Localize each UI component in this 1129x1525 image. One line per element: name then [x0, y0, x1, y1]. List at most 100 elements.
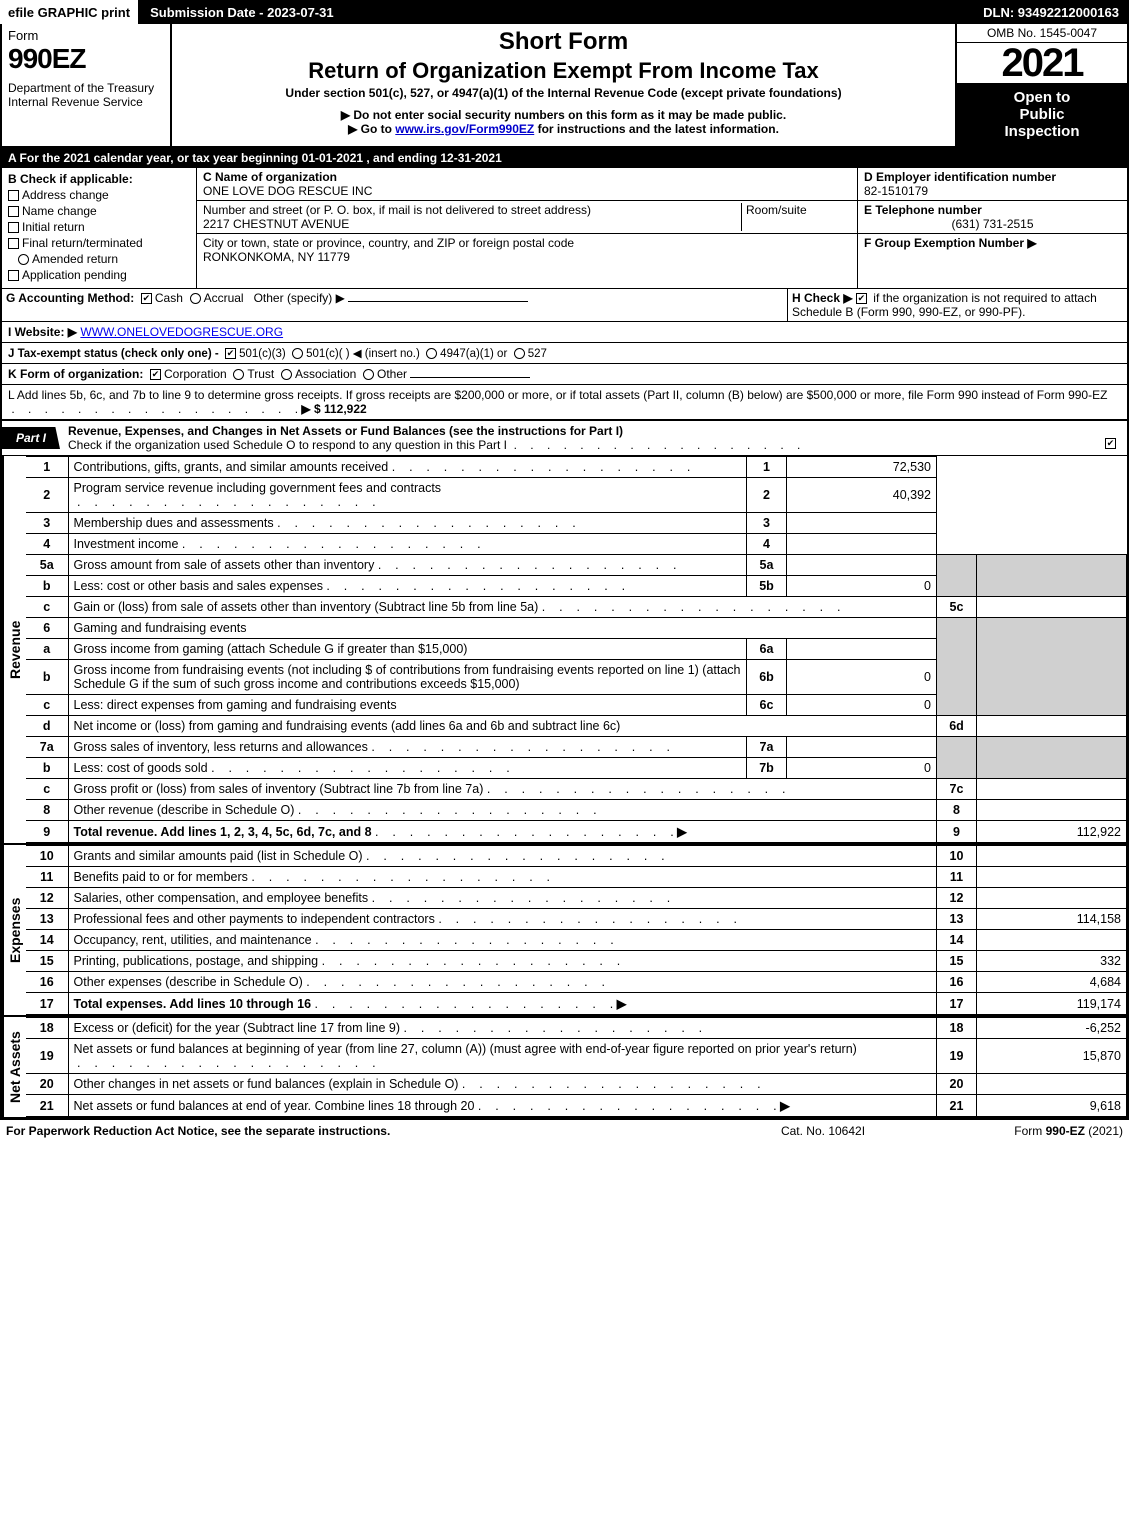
- department: Department of the Treasury Internal Reve…: [8, 81, 164, 109]
- form-header: Form 990EZ Department of the Treasury In…: [2, 24, 1127, 148]
- form-title: Return of Organization Exempt From Incom…: [182, 58, 945, 84]
- paperwork-notice: For Paperwork Reduction Act Notice, see …: [6, 1124, 723, 1138]
- line-3: 3Membership dues and assessments3: [26, 513, 1127, 534]
- line-13: 13Professional fees and other payments t…: [26, 909, 1127, 930]
- line-16: 16Other expenses (describe in Schedule O…: [26, 972, 1127, 993]
- ein-phone-block: D Employer identification number 82-1510…: [857, 168, 1127, 288]
- ein: 82-1510179: [864, 184, 928, 198]
- dln: DLN: 93492212000163: [973, 3, 1129, 22]
- net-assets-section: Net Assets 18Excess or (deficit) for the…: [2, 1015, 1127, 1117]
- line-15: 15Printing, publications, postage, and s…: [26, 951, 1127, 972]
- header-right: OMB No. 1545-0047 2021 Open to Public In…: [957, 24, 1127, 146]
- city-state-zip: RONKONKOMA, NY 11779: [203, 250, 350, 264]
- line-6d: dNet income or (loss) from gaming and fu…: [26, 716, 1127, 737]
- revenue-section: Revenue 1Contributions, gifts, grants, a…: [2, 456, 1127, 843]
- checkbox-name-change[interactable]: [8, 206, 19, 217]
- radio-527[interactable]: [514, 348, 525, 359]
- efile-print[interactable]: efile GRAPHIC print: [0, 0, 140, 24]
- line-11: 11Benefits paid to or for members11: [26, 867, 1127, 888]
- l-text: L Add lines 5b, 6c, and 7b to line 9 to …: [8, 388, 1107, 402]
- line-i: I Website: ▶ WWW.ONELOVEDOGRESCUE.ORG: [2, 322, 1127, 343]
- radio-amended-return[interactable]: [18, 254, 29, 265]
- checkbox-schedule-o-part1[interactable]: ✔: [1105, 438, 1116, 449]
- radio-501c[interactable]: [292, 348, 303, 359]
- net-assets-vlabel: Net Assets: [2, 1017, 26, 1117]
- line-5a: 5aGross amount from sale of assets other…: [26, 555, 1127, 576]
- website-link[interactable]: WWW.ONELOVEDOGRESCUE.ORG: [80, 325, 283, 339]
- checkbox-application-pending[interactable]: [8, 270, 19, 281]
- checkbox-schedule-b-not-required[interactable]: ✔: [856, 293, 867, 304]
- radio-accrual[interactable]: [190, 293, 201, 304]
- line-21: 21Net assets or fund balances at end of …: [26, 1095, 1127, 1117]
- checkbox-initial-return[interactable]: [8, 222, 19, 233]
- line-9: 9Total revenue. Add lines 1, 2, 3, 4, 5c…: [26, 821, 1127, 843]
- line-18: 18Excess or (deficit) for the year (Subt…: [26, 1018, 1127, 1039]
- radio-4947a1[interactable]: [426, 348, 437, 359]
- line-4: 4Investment income4: [26, 534, 1127, 555]
- e-label: E Telephone number: [864, 203, 982, 217]
- g-label: G Accounting Method:: [6, 291, 134, 305]
- revenue-table: 1Contributions, gifts, grants, and simil…: [26, 456, 1127, 843]
- checkbox-cash[interactable]: ✔: [141, 293, 152, 304]
- checkbox-501c3[interactable]: ✔: [225, 348, 236, 359]
- part-1-header: Part I Revenue, Expenses, and Changes in…: [2, 420, 1127, 456]
- b-label: B Check if applicable:: [8, 172, 190, 186]
- form-footer-id: Form 990-EZ (2021): [923, 1124, 1123, 1138]
- part-1-tab: Part I: [2, 427, 60, 449]
- line-a: A For the 2021 calendar year, or tax yea…: [2, 148, 1127, 168]
- d-label: D Employer identification number: [864, 170, 1056, 184]
- header-left: Form 990EZ Department of the Treasury In…: [2, 24, 172, 146]
- no-ssn-warning: ▶ Do not enter social security numbers o…: [182, 108, 945, 122]
- irs-link[interactable]: www.irs.gov/Form990EZ: [395, 122, 534, 136]
- short-form-label: Short Form: [182, 28, 945, 56]
- catalog-number: Cat. No. 10642I: [723, 1124, 923, 1138]
- line-j: J Tax-exempt status (check only one) - ✔…: [2, 343, 1127, 364]
- line-7c: cGross profit or (loss) from sales of in…: [26, 779, 1127, 800]
- c-label: C Name of organization: [203, 170, 337, 184]
- line-12: 12Salaries, other compensation, and empl…: [26, 888, 1127, 909]
- line-8: 8Other revenue (describe in Schedule O)8: [26, 800, 1127, 821]
- street-address: 2217 CHESTNUT AVENUE: [203, 217, 349, 231]
- line-10: 10Grants and similar amounts paid (list …: [26, 846, 1127, 867]
- net-assets-table: 18Excess or (deficit) for the year (Subt…: [26, 1017, 1127, 1117]
- check-if-applicable: B Check if applicable: Address change Na…: [2, 168, 197, 288]
- line-2: 2Program service revenue including gover…: [26, 478, 1127, 513]
- form-number: 990EZ: [8, 43, 164, 75]
- form-word: Form: [8, 28, 164, 43]
- f-label: F Group Exemption Number ▶: [864, 236, 1037, 250]
- form-990ez: Form 990EZ Department of the Treasury In…: [0, 24, 1129, 1119]
- checkbox-corporation[interactable]: ✔: [150, 369, 161, 380]
- expenses-vlabel: Expenses: [2, 845, 26, 1015]
- street-label: Number and street (or P. O. box, if mail…: [203, 203, 591, 217]
- part-1-checkline: Check if the organization used Schedule …: [68, 438, 507, 452]
- expenses-section: Expenses 10Grants and similar amounts pa…: [2, 843, 1127, 1015]
- radio-other-org[interactable]: [363, 369, 374, 380]
- line-1: 1Contributions, gifts, grants, and simil…: [26, 457, 1127, 478]
- line-19: 19Net assets or fund balances at beginni…: [26, 1039, 1127, 1074]
- form-subtitle: Under section 501(c), 527, or 4947(a)(1)…: [182, 86, 945, 100]
- entity-info-block: B Check if applicable: Address change Na…: [2, 168, 1127, 289]
- radio-association[interactable]: [281, 369, 292, 380]
- radio-trust[interactable]: [233, 369, 244, 380]
- submission-date: Submission Date - 2023-07-31: [140, 3, 344, 22]
- line-g-h: G Accounting Method: ✔Cash Accrual Other…: [2, 289, 1127, 322]
- open-to-public: Open to Public Inspection: [957, 83, 1127, 146]
- part-1-title: Revenue, Expenses, and Changes in Net As…: [68, 424, 623, 438]
- line-20: 20Other changes in net assets or fund ba…: [26, 1074, 1127, 1095]
- line-l: L Add lines 5b, 6c, and 7b to line 9 to …: [2, 385, 1127, 420]
- checkbox-address-change[interactable]: [8, 190, 19, 201]
- expenses-table: 10Grants and similar amounts paid (list …: [26, 845, 1127, 1015]
- line-17: 17Total expenses. Add lines 10 through 1…: [26, 993, 1127, 1015]
- j-label: J Tax-exempt status (check only one) -: [8, 348, 219, 360]
- tax-year: 2021: [957, 43, 1127, 83]
- h-label: H Check ▶: [792, 291, 853, 305]
- room-suite-label: Room/suite: [741, 203, 851, 231]
- line-7a: 7aGross sales of inventory, less returns…: [26, 737, 1127, 758]
- line-5c: cGain or (loss) from sale of assets othe…: [26, 597, 1127, 618]
- page-footer: For Paperwork Reduction Act Notice, see …: [0, 1119, 1129, 1142]
- l-amount: ▶ $ 112,922: [301, 402, 366, 416]
- line-6: 6Gaming and fundraising events: [26, 618, 1127, 639]
- goto-instructions: ▶ Go to www.irs.gov/Form990EZ for instru…: [182, 122, 945, 136]
- telephone: (631) 731-2515: [864, 217, 1121, 231]
- checkbox-final-return[interactable]: [8, 238, 19, 249]
